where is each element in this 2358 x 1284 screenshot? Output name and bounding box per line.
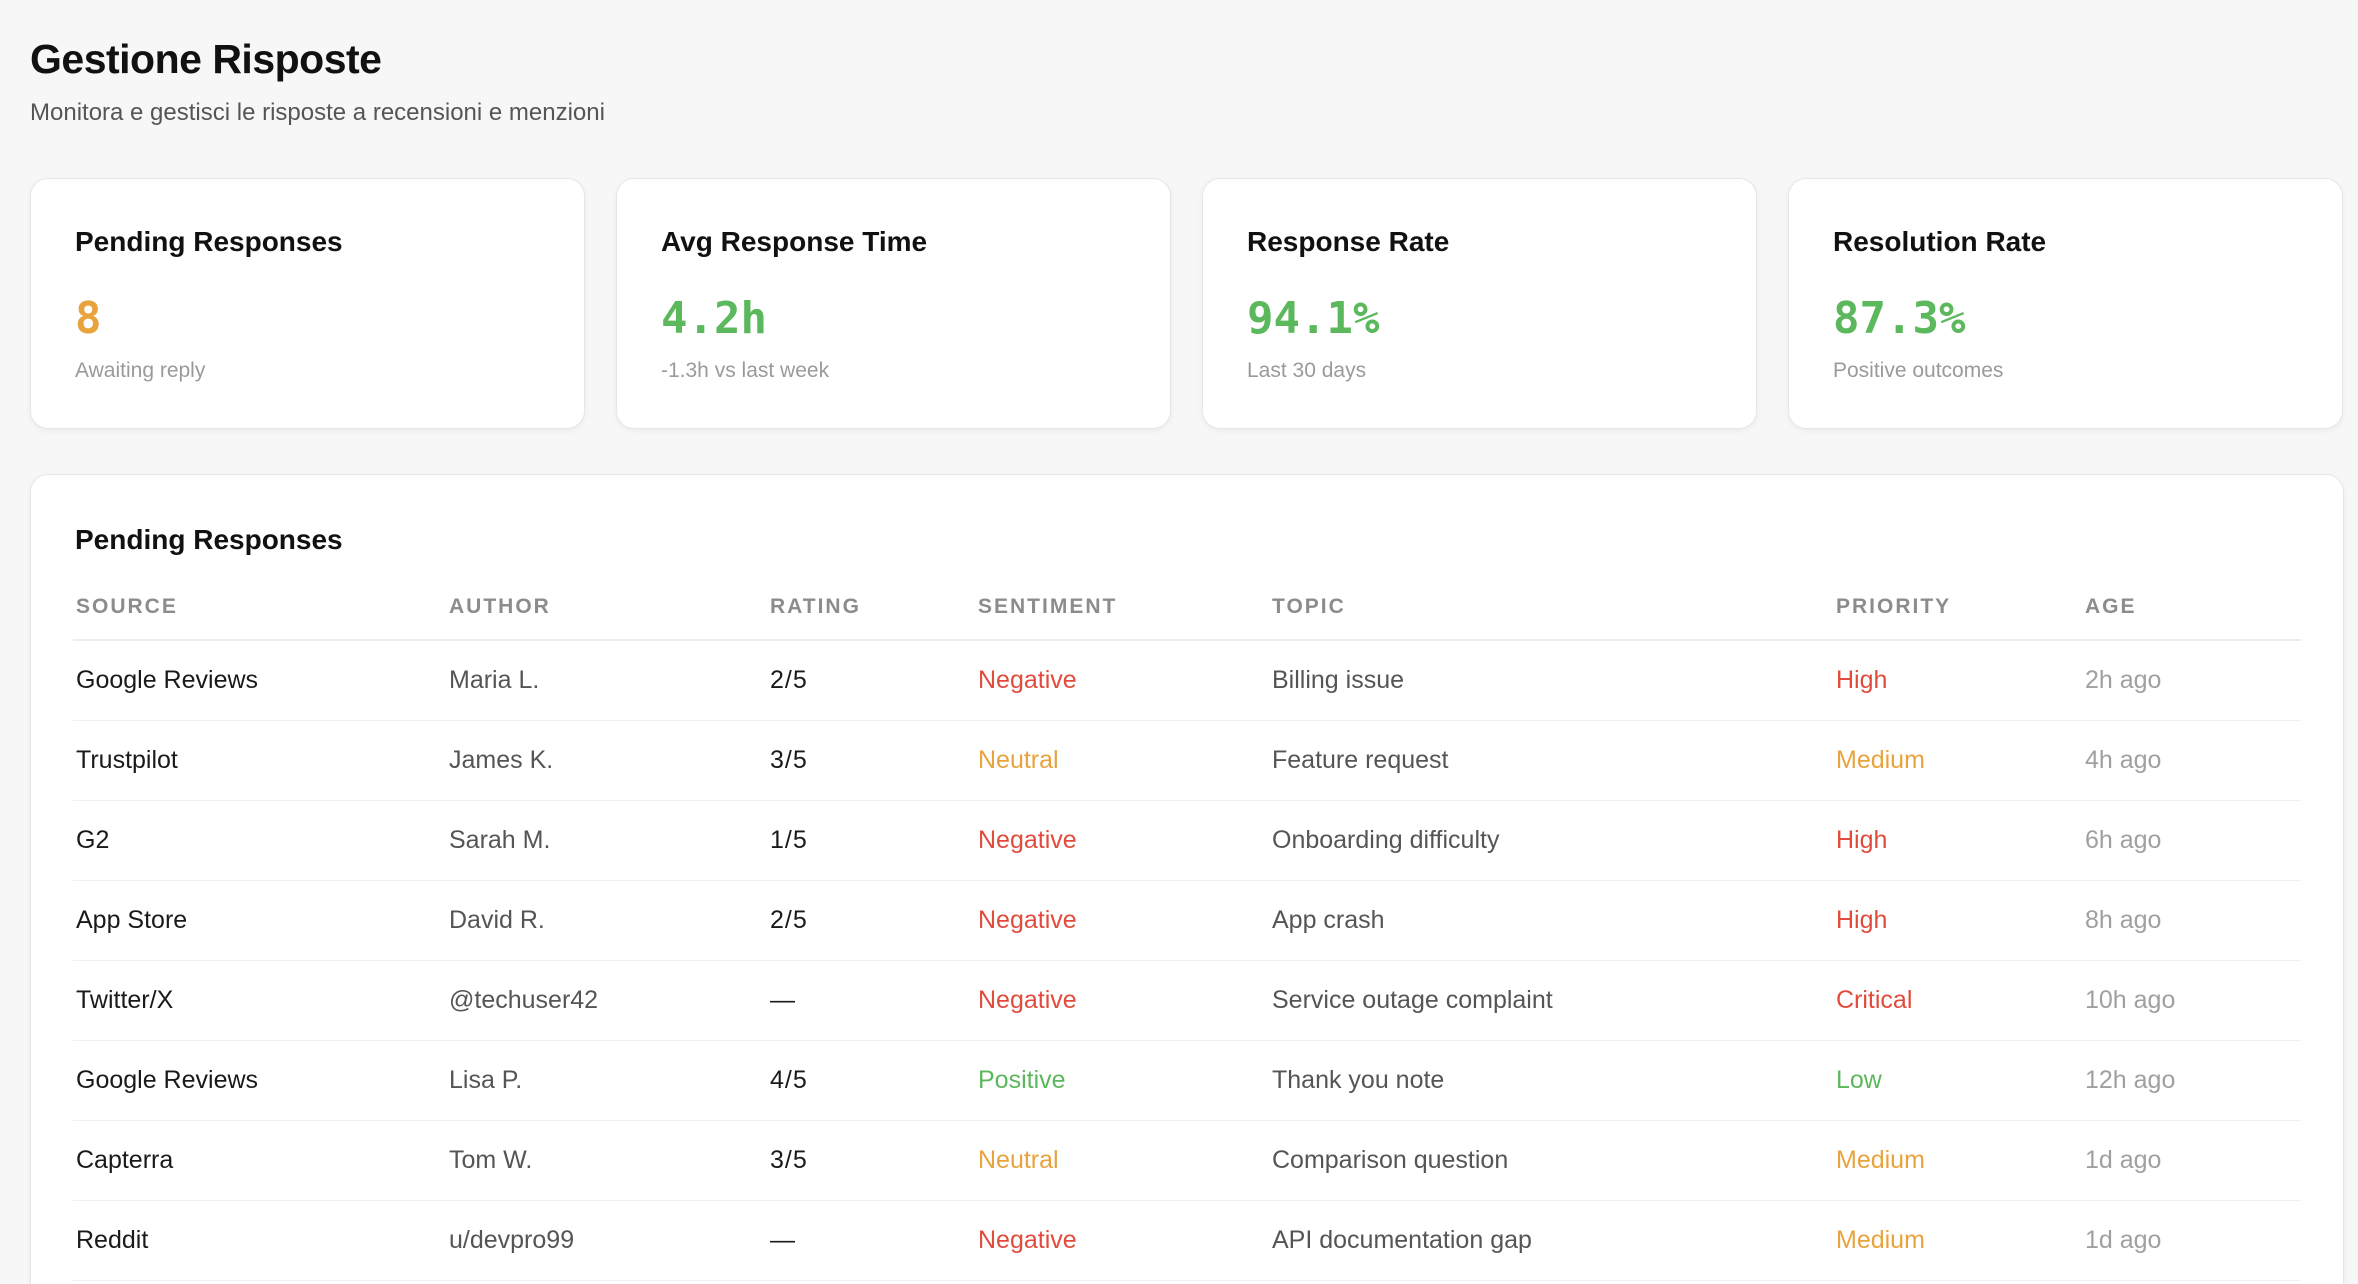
column-header-sentiment[interactable]: SENTIMENT [975, 575, 1269, 641]
table-row[interactable]: Trustpilot James K. 3/5 Neutral Feature … [73, 720, 2301, 801]
stat-card-response-rate: Response Rate 94.1% Last 30 days [1202, 178, 1757, 429]
stat-card-note: -1.3h vs last week [661, 359, 830, 382]
stat-card-title: Resolution Rate [1833, 226, 2047, 257]
cell-priority: Medium [1833, 720, 2082, 801]
cell-topic: Onboarding difficulty [1269, 800, 1833, 881]
cell-topic: App crash [1269, 880, 1833, 961]
stat-card-note: Positive outcomes [1833, 359, 2004, 382]
cell-rating: 3/5 [767, 720, 975, 801]
cell-author: Lisa P. [446, 1040, 767, 1121]
cell-priority: High [1833, 880, 2082, 961]
pending-responses-panel: Pending Responses SOURCE AUTHOR RATING S… [30, 474, 2344, 1284]
stat-card-title: Response Rate [1247, 226, 1450, 257]
stat-card-title: Avg Response Time [661, 226, 928, 257]
cell-rating: 4/5 [767, 1040, 975, 1121]
column-header-author[interactable]: AUTHOR [446, 575, 767, 641]
cell-sentiment: Negative [975, 1200, 1269, 1281]
cell-sentiment: Negative [975, 800, 1269, 881]
cell-priority: High [1833, 800, 2082, 881]
cell-rating: — [767, 1200, 975, 1281]
column-header-topic[interactable]: TOPIC [1269, 575, 1833, 641]
cell-author: @techuser42 [446, 960, 767, 1041]
cell-age: 12h ago [2082, 1040, 2301, 1121]
column-header-source[interactable]: SOURCE [73, 575, 446, 641]
cell-source: Reddit [73, 1200, 446, 1281]
cell-sentiment: Positive [975, 1040, 1269, 1121]
table-row[interactable]: App Store David R. 2/5 Negative App cras… [73, 880, 2301, 961]
cell-age: 1d ago [2082, 1200, 2301, 1281]
cell-topic: API documentation gap [1269, 1200, 1833, 1281]
stat-card-note: Last 30 days [1247, 359, 1367, 382]
page-subtitle: Monitora e gestisci le risposte a recens… [30, 99, 605, 126]
cell-rating: 3/5 [767, 1120, 975, 1201]
table-header-row: SOURCE AUTHOR RATING SENTIMENT TOPIC PRI… [73, 575, 2301, 641]
stat-card-avg-response-time: Avg Response Time 4.2h -1.3h vs last wee… [616, 178, 1171, 429]
cell-priority: Medium [1833, 1200, 2082, 1281]
cell-author: David R. [446, 880, 767, 961]
cell-source: Twitter/X [73, 960, 446, 1041]
cell-source: Google Reviews [73, 1040, 446, 1121]
cell-source: Google Reviews [73, 640, 446, 721]
stat-card-value: 94.1% [1247, 293, 1380, 344]
cell-author: u/devpro99 [446, 1200, 767, 1281]
cell-sentiment: Negative [975, 960, 1269, 1041]
cell-age: 4h ago [2082, 720, 2301, 801]
cell-topic: Billing issue [1269, 640, 1833, 721]
cell-priority: Critical [1833, 960, 2082, 1041]
table-row[interactable]: Capterra Tom W. 3/5 Neutral Comparison q… [73, 1120, 2301, 1201]
table-row[interactable]: Reddit u/devpro99 — Negative API documen… [73, 1200, 2301, 1281]
stat-card-title: Pending Responses [75, 226, 343, 257]
cell-age: 1d ago [2082, 1120, 2301, 1201]
cell-topic: Service outage complaint [1269, 960, 1833, 1041]
column-header-priority[interactable]: PRIORITY [1833, 575, 2082, 641]
cell-source: Capterra [73, 1120, 446, 1201]
table-row[interactable]: Google Reviews Lisa P. 4/5 Positive Than… [73, 1040, 2301, 1121]
table-row[interactable]: Twitter/X @techuser42 — Negative Service… [73, 960, 2301, 1041]
cell-source: G2 [73, 800, 446, 881]
cell-author: Maria L. [446, 640, 767, 721]
stat-card-note: Awaiting reply [75, 359, 206, 382]
stat-card-pending-responses: Pending Responses 8 Awaiting reply [30, 178, 585, 429]
cell-author: James K. [446, 720, 767, 801]
stat-card-value: 8 [75, 293, 102, 344]
cell-author: Sarah M. [446, 800, 767, 881]
stat-card-value: 4.2h [661, 293, 767, 344]
cell-rating: — [767, 960, 975, 1041]
cell-age: 8h ago [2082, 880, 2301, 961]
cell-age: 6h ago [2082, 800, 2301, 881]
cell-age: 2h ago [2082, 640, 2301, 721]
cell-sentiment: Neutral [975, 1120, 1269, 1201]
cell-priority: Medium [1833, 1120, 2082, 1201]
cell-rating: 2/5 [767, 640, 975, 721]
cell-topic: Feature request [1269, 720, 1833, 801]
page-title: Gestione Risposte [30, 36, 382, 82]
cell-topic: Thank you note [1269, 1040, 1833, 1121]
cell-source: Trustpilot [73, 720, 446, 801]
column-header-rating[interactable]: RATING [767, 575, 975, 641]
table-row[interactable]: Google Reviews Maria L. 2/5 Negative Bil… [73, 640, 2301, 721]
cell-source: App Store [73, 880, 446, 961]
cell-author: Tom W. [446, 1120, 767, 1201]
cell-rating: 2/5 [767, 880, 975, 961]
cell-sentiment: Neutral [975, 720, 1269, 801]
cell-age: 10h ago [2082, 960, 2301, 1041]
stat-card-value: 87.3% [1833, 293, 1966, 344]
cell-topic: Comparison question [1269, 1120, 1833, 1201]
pending-responses-table: SOURCE AUTHOR RATING SENTIMENT TOPIC PRI… [73, 575, 2301, 1281]
panel-title: Pending Responses [75, 524, 343, 555]
cell-sentiment: Negative [975, 880, 1269, 961]
cell-rating: 1/5 [767, 800, 975, 881]
stats-cards: Pending Responses 8 Awaiting reply Avg R… [30, 178, 2344, 429]
column-header-age[interactable]: AGE [2082, 575, 2301, 641]
table-row[interactable]: G2 Sarah M. 1/5 Negative Onboarding diff… [73, 800, 2301, 881]
cell-priority: Low [1833, 1040, 2082, 1121]
cell-sentiment: Negative [975, 640, 1269, 721]
stat-card-resolution-rate: Resolution Rate 87.3% Positive outcomes [1788, 178, 2343, 429]
cell-priority: High [1833, 640, 2082, 721]
